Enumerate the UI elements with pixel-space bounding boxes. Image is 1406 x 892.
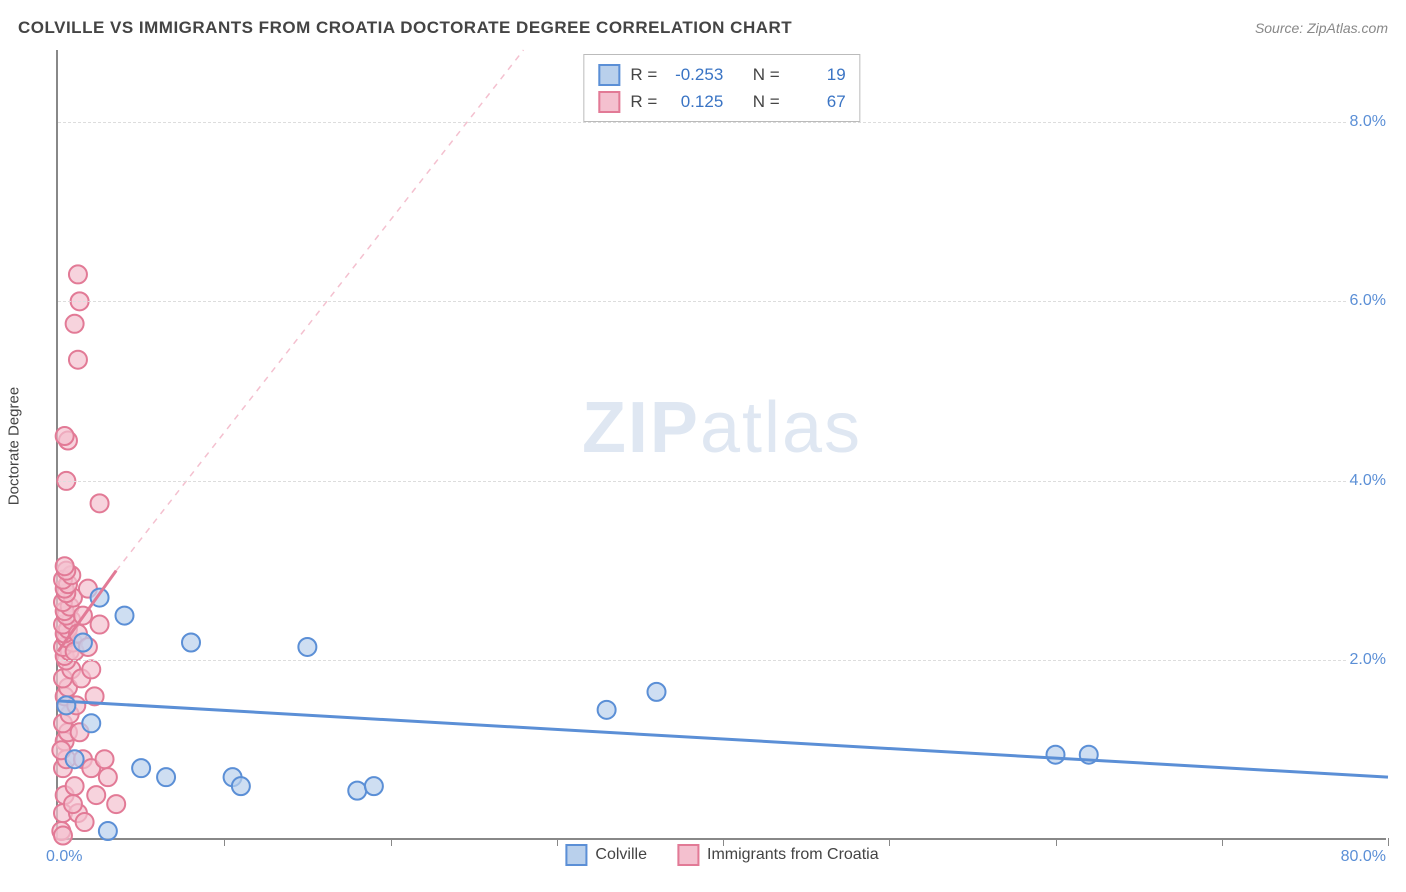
stats-row-croatia: R = 0.125 N = 67 bbox=[598, 88, 845, 115]
y-tick-label: 8.0% bbox=[1346, 113, 1390, 131]
chart-title: COLVILLE VS IMMIGRANTS FROM CROATIA DOCT… bbox=[18, 18, 792, 38]
y-axis-title: Doctorate Degree bbox=[6, 387, 23, 505]
chart-svg bbox=[58, 50, 1386, 838]
source-credit: Source: ZipAtlas.com bbox=[1255, 20, 1388, 36]
swatch-colville bbox=[598, 64, 620, 86]
x-origin-label: 0.0% bbox=[46, 848, 82, 866]
legend-item-croatia: Immigrants from Croatia bbox=[677, 844, 879, 866]
x-max-label: 80.0% bbox=[1341, 848, 1386, 866]
stats-legend: R = -0.253 N = 19 R = 0.125 N = 67 bbox=[583, 54, 860, 122]
y-tick-label: 6.0% bbox=[1346, 292, 1390, 310]
legend-item-colville: Colville bbox=[565, 844, 647, 866]
swatch-croatia-icon bbox=[677, 844, 699, 866]
plot-area: ZIPatlas R = -0.253 N = 19 R = 0.125 N =… bbox=[56, 50, 1386, 840]
y-tick-label: 4.0% bbox=[1346, 472, 1390, 490]
series-legend: Colville Immigrants from Croatia bbox=[565, 844, 878, 866]
y-tick-label: 2.0% bbox=[1346, 651, 1390, 669]
swatch-croatia bbox=[598, 91, 620, 113]
stats-row-colville: R = -0.253 N = 19 bbox=[598, 61, 845, 88]
swatch-colville-icon bbox=[565, 844, 587, 866]
